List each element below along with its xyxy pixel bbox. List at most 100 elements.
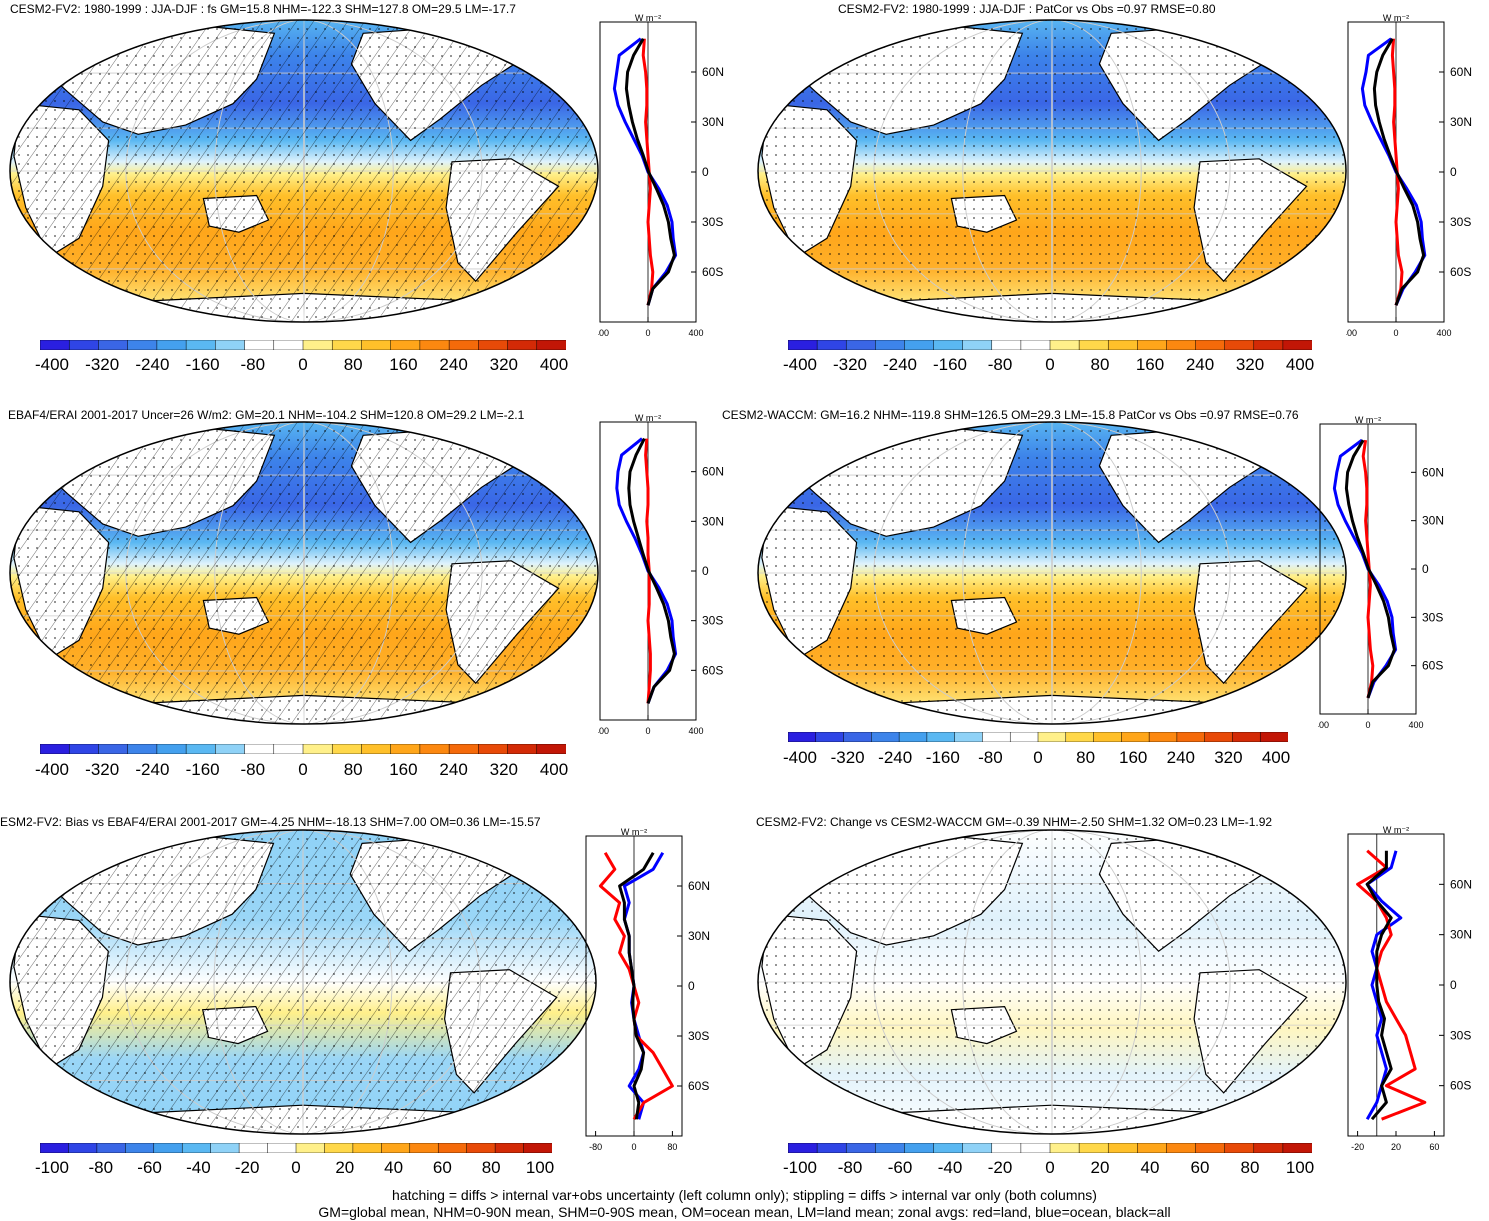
colorbar-swatch: [1204, 732, 1234, 742]
zonal-x-tick-label: 400: [1408, 720, 1423, 730]
zonal-x-tick-label: 0: [645, 726, 650, 736]
map-panel-1: [9, 19, 599, 323]
colorbar-tick-label: -40: [186, 1158, 211, 1177]
colorbar-swatch: [1009, 732, 1039, 742]
latitude-tick-label: 60S: [1450, 1079, 1471, 1093]
colorbar-swatch: [1078, 340, 1109, 350]
zonal-profile-panel-5: W m⁻² 60N 30N 0 30S 60S -80 0 80: [585, 828, 710, 1152]
zonal-x-tick-label: 0: [1365, 720, 1370, 730]
colorbar-swatch: [1107, 340, 1139, 350]
latitude-tick-label: 30S: [1450, 215, 1471, 229]
colorbar-swatch: [1195, 1143, 1226, 1153]
zonal-x-tick-label: -20: [1351, 1142, 1364, 1152]
colorbar-tick-label: 100: [525, 1158, 555, 1177]
colorbar-tick-label: -320: [85, 355, 120, 374]
latitude-tick-label: 30S: [688, 1029, 709, 1043]
colorbar-swatch: [843, 732, 873, 742]
footer-line-2: GM=global mean, NHM=0-90N mean, SHM=0-90…: [318, 1204, 1171, 1220]
colorbar-swatch: [238, 1143, 269, 1153]
colorbar-swatch: [210, 1143, 240, 1153]
colorbar-tick-label: -240: [135, 355, 170, 374]
colorbar-tick-label: 0: [1045, 355, 1055, 374]
panel-title: ESM2-FV2: Bias vs EBAF4/ERAI 2001-2017 G…: [0, 815, 541, 829]
colorbar-tick-label: -320: [85, 760, 120, 779]
colorbar-swatch: [507, 340, 538, 350]
colorbar-swatch: [926, 732, 956, 742]
colorbar-swatch: [40, 340, 70, 350]
ocean-mean-line: [1365, 850, 1403, 1120]
colorbar-swatch: [267, 1143, 297, 1153]
zonal-x-tick-label: 400: [688, 328, 703, 338]
colorbar: [788, 340, 1312, 350]
land-mean-line: [1356, 849, 1427, 1121]
colorbar-swatch: [1078, 1143, 1109, 1153]
colorbar-tick-label: -160: [932, 355, 968, 374]
colorbar-swatch: [1224, 1143, 1255, 1153]
map-border: [757, 421, 1347, 725]
map-panel-2: [757, 19, 1347, 323]
latitude-tick-label: 60N: [688, 879, 710, 893]
colorbar-swatch: [1148, 732, 1178, 742]
all-mean-line: [624, 37, 676, 306]
colorbar-tick-label: 20: [335, 1158, 355, 1177]
colorbar-swatch: [68, 1143, 98, 1153]
latitude-tick-label: 30N: [1450, 115, 1472, 129]
colorbar-tick-label: -80: [837, 1158, 863, 1177]
colorbar-swatch: [409, 1143, 439, 1153]
colorbar-swatch: [125, 1143, 155, 1153]
colorbar-swatch: [419, 744, 450, 754]
latitude-tick-label: 0: [702, 564, 709, 578]
colorbar-swatch: [244, 340, 275, 350]
colorbar-tick-label: -160: [185, 355, 220, 374]
colorbar-tick-label: -400: [782, 748, 818, 767]
colorbar-swatch: [361, 340, 392, 350]
colorbar-tick-label: -240: [878, 748, 913, 767]
colorbar-swatch: [40, 744, 70, 754]
colorbar-swatch: [904, 340, 935, 350]
colorbar: [40, 1143, 552, 1153]
colorbar-swatch: [1282, 1143, 1312, 1153]
all-mean-line: [1365, 850, 1393, 1121]
colorbar-swatch: [1166, 340, 1197, 350]
colorbar-swatch: [273, 744, 304, 754]
colorbar-tick-label: -160: [925, 748, 960, 767]
colorbar-tick-label: 80: [343, 760, 363, 779]
colorbar-swatch: [933, 340, 964, 350]
colorbar-swatch: [536, 340, 566, 350]
zonal-x-tick-label: 400: [1436, 328, 1451, 338]
panel-title: CESM2-FV2: Change vs CESM2-WACCM GM=-0.3…: [756, 815, 1273, 829]
latitude-tick-label: 30N: [1422, 514, 1444, 528]
colorbar-swatch: [153, 1143, 183, 1153]
hatching: [10, 830, 596, 1134]
colorbar-swatch: [816, 1143, 847, 1153]
latitude-tick-label: 60S: [688, 1079, 709, 1093]
colorbar-swatch: [185, 744, 217, 754]
colorbar-swatch: [215, 744, 246, 754]
colorbar-swatch: [845, 1143, 877, 1153]
latitude-tick-label: 60N: [1450, 65, 1472, 79]
colorbar-tick-label: 40: [384, 1158, 404, 1177]
colorbar-tick-label: 80: [1076, 748, 1096, 767]
colorbar-tick-label: 240: [1185, 355, 1215, 374]
colorbar-tick-label: -320: [832, 355, 868, 374]
latitude-tick-label: 0: [688, 979, 695, 993]
zonal-x-tick-label: -400: [1346, 328, 1357, 338]
colorbar-swatch: [1065, 732, 1095, 742]
map-border: [757, 19, 1347, 323]
zonal-x-tick-label: 400: [688, 726, 703, 736]
zonal-profile-panel-4: W m⁻² 60N 30N 0 30S 60S -400 0 400: [1318, 416, 1444, 730]
colorbar-swatch: [816, 340, 847, 350]
panel-title: CESM2-FV2: 1980-1999 : JJA-DJF : PatCor …: [838, 2, 1216, 16]
colorbar-tick-label: 80: [481, 1158, 501, 1177]
colorbar-swatch: [1282, 340, 1312, 350]
colorbar-tick-label: 320: [1235, 355, 1265, 374]
zonal-profile-panel-2: W m⁻² 60N 30N 0 30S 60S -400 0 400: [1346, 14, 1472, 338]
colorbar-swatch: [352, 1143, 383, 1153]
colorbar: [40, 340, 566, 350]
latitude-tick-label: 30N: [702, 514, 724, 528]
colorbar-swatch: [898, 732, 928, 742]
colorbar-tick-label: 160: [1135, 355, 1165, 374]
colorbar-swatch: [875, 1143, 906, 1153]
colorbar-tick-label: -80: [240, 355, 266, 374]
colorbar-swatch: [1253, 340, 1284, 350]
